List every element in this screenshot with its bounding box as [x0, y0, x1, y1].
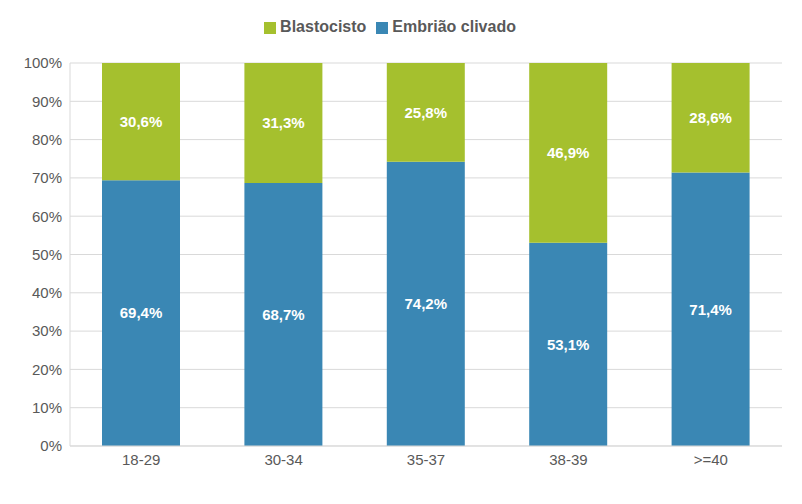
svg-text:74,2%: 74,2% — [405, 295, 448, 312]
svg-text:25,8%: 25,8% — [405, 104, 448, 121]
svg-text:53,1%: 53,1% — [547, 336, 590, 353]
svg-text:69,4%: 69,4% — [120, 304, 163, 321]
svg-text:38-39: 38-39 — [549, 451, 587, 468]
svg-text:28,6%: 28,6% — [689, 109, 732, 126]
svg-text:0%: 0% — [40, 437, 62, 454]
svg-text:10%: 10% — [32, 399, 62, 416]
svg-text:90%: 90% — [32, 93, 62, 110]
svg-text:80%: 80% — [32, 131, 62, 148]
svg-text:50%: 50% — [32, 246, 62, 263]
svg-text:30%: 30% — [32, 322, 62, 339]
svg-text:35-37: 35-37 — [407, 451, 445, 468]
svg-text:100%: 100% — [24, 54, 62, 71]
svg-text:60%: 60% — [32, 208, 62, 225]
html-text:Blastocisto: Blastocisto — [280, 18, 367, 35]
svg-text:30-34: 30-34 — [264, 451, 302, 468]
svg-text:30,6%: 30,6% — [120, 113, 163, 130]
svg-text:40%: 40% — [32, 284, 62, 301]
svg-text:18-29: 18-29 — [122, 451, 160, 468]
svg-text:71,4%: 71,4% — [689, 301, 732, 318]
html-text:Embrião clivado: Embrião clivado — [392, 18, 516, 35]
svg-text:31,3%: 31,3% — [262, 114, 305, 131]
svg-text:70%: 70% — [32, 169, 62, 186]
svg-text:68,7%: 68,7% — [262, 306, 305, 323]
svg-text:>=40: >=40 — [694, 451, 728, 468]
svg-text:46,9%: 46,9% — [547, 144, 590, 161]
svg-text:20%: 20% — [32, 361, 62, 378]
